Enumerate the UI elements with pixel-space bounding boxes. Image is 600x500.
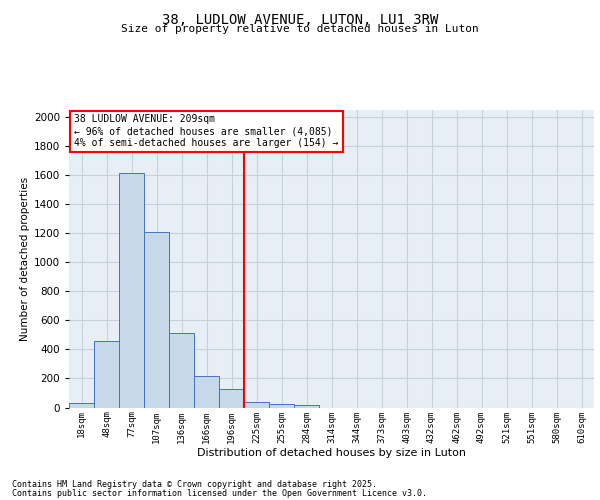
X-axis label: Distribution of detached houses by size in Luton: Distribution of detached houses by size …	[197, 448, 466, 458]
Bar	[194, 376, 219, 408]
Bar	[94, 340, 119, 407]
Bar	[219, 390, 244, 407]
Bar	[294, 405, 319, 407]
Bar	[144, 232, 169, 408]
Text: 38, LUDLOW AVENUE, LUTON, LU1 3RW: 38, LUDLOW AVENUE, LUTON, LU1 3RW	[162, 12, 438, 26]
Bar	[69, 403, 94, 407]
Bar	[169, 334, 194, 407]
Bar	[244, 402, 269, 407]
Bar	[119, 173, 144, 408]
Bar	[269, 404, 294, 407]
Text: Size of property relative to detached houses in Luton: Size of property relative to detached ho…	[121, 24, 479, 34]
Text: Contains HM Land Registry data © Crown copyright and database right 2025.: Contains HM Land Registry data © Crown c…	[12, 480, 377, 489]
Text: Contains public sector information licensed under the Open Government Licence v3: Contains public sector information licen…	[12, 488, 427, 498]
Y-axis label: Number of detached properties: Number of detached properties	[20, 176, 29, 341]
Text: 38 LUDLOW AVENUE: 209sqm
← 96% of detached houses are smaller (4,085)
4% of semi: 38 LUDLOW AVENUE: 209sqm ← 96% of detach…	[74, 114, 338, 148]
